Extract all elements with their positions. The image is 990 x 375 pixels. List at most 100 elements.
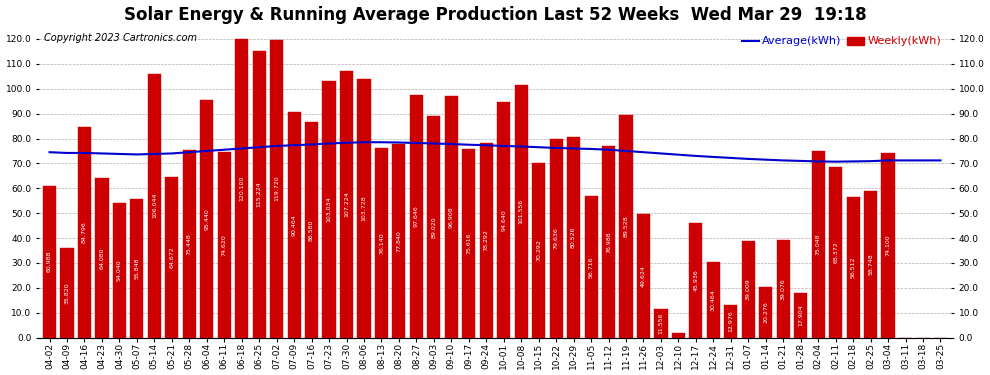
- Text: 106.044: 106.044: [151, 193, 156, 218]
- Text: 75.048: 75.048: [816, 233, 821, 255]
- Bar: [567, 137, 580, 338]
- Text: 75.616: 75.616: [466, 233, 471, 254]
- Text: 89.528: 89.528: [624, 215, 629, 237]
- Text: 95.440: 95.440: [204, 208, 209, 230]
- Legend: Average(kWh), Weekly(kWh): Average(kWh), Weekly(kWh): [738, 32, 945, 51]
- Bar: [323, 81, 336, 338]
- Text: 80.526: 80.526: [571, 226, 576, 248]
- Text: 101.556: 101.556: [519, 199, 524, 224]
- Bar: [357, 80, 370, 338]
- Bar: [200, 100, 213, 338]
- Text: 56.716: 56.716: [589, 256, 594, 278]
- Text: 20.276: 20.276: [763, 302, 768, 323]
- Bar: [689, 223, 703, 338]
- Text: 78.292: 78.292: [484, 229, 489, 251]
- Bar: [777, 240, 790, 338]
- Bar: [480, 143, 493, 338]
- Text: 17.904: 17.904: [798, 304, 803, 326]
- Text: 58.748: 58.748: [868, 254, 873, 275]
- Bar: [620, 115, 633, 338]
- Text: 68.372: 68.372: [834, 242, 839, 263]
- Text: 64.080: 64.080: [99, 247, 105, 268]
- Bar: [532, 163, 545, 338]
- Text: 30.464: 30.464: [711, 289, 716, 310]
- Bar: [78, 127, 91, 338]
- Bar: [725, 305, 738, 338]
- Bar: [829, 168, 842, 338]
- Text: 76.140: 76.140: [379, 232, 384, 254]
- Text: Copyright 2023 Cartronics.com: Copyright 2023 Cartronics.com: [44, 33, 197, 43]
- Bar: [165, 177, 178, 338]
- Text: 120.100: 120.100: [240, 176, 245, 201]
- Title: Solar Energy & Running Average Production Last 52 Weeks  Wed Mar 29  19:18: Solar Energy & Running Average Productio…: [124, 6, 866, 24]
- Bar: [672, 333, 685, 338]
- Bar: [410, 94, 423, 338]
- Text: 89.020: 89.020: [432, 216, 437, 238]
- Text: 103.728: 103.728: [361, 196, 366, 221]
- Text: 115.224: 115.224: [256, 182, 261, 207]
- Bar: [252, 51, 265, 338]
- Bar: [218, 152, 231, 338]
- Bar: [462, 149, 475, 338]
- Text: 70.292: 70.292: [537, 239, 542, 261]
- Bar: [812, 151, 825, 338]
- Text: 64.672: 64.672: [169, 246, 174, 268]
- Text: 97.646: 97.646: [414, 205, 419, 227]
- Bar: [602, 146, 615, 338]
- Text: 84.796: 84.796: [82, 221, 87, 243]
- Text: 49.624: 49.624: [641, 265, 646, 287]
- Bar: [43, 186, 56, 338]
- Text: 86.580: 86.580: [309, 219, 314, 241]
- Bar: [497, 102, 510, 338]
- Text: 55.848: 55.848: [135, 257, 140, 279]
- Bar: [113, 203, 126, 338]
- Text: 119.720: 119.720: [274, 176, 279, 201]
- Bar: [375, 148, 388, 338]
- Bar: [654, 309, 667, 338]
- Text: 11.556: 11.556: [658, 313, 663, 334]
- Bar: [549, 140, 562, 338]
- Bar: [60, 249, 73, 338]
- Text: 74.100: 74.100: [885, 235, 891, 256]
- Bar: [131, 199, 144, 338]
- Bar: [881, 153, 895, 338]
- Text: 77.840: 77.840: [396, 230, 401, 252]
- Bar: [287, 112, 301, 338]
- Bar: [846, 197, 859, 338]
- Text: 107.224: 107.224: [344, 191, 349, 217]
- Text: 90.464: 90.464: [292, 214, 297, 236]
- Text: 79.636: 79.636: [553, 228, 558, 249]
- Bar: [95, 178, 109, 338]
- Bar: [637, 214, 650, 338]
- Bar: [148, 74, 161, 338]
- Bar: [270, 40, 283, 338]
- Text: 45.936: 45.936: [693, 270, 698, 291]
- Bar: [707, 262, 720, 338]
- Bar: [864, 191, 877, 338]
- Bar: [236, 39, 248, 338]
- Text: 94.640: 94.640: [501, 209, 506, 231]
- Text: 74.620: 74.620: [222, 234, 227, 256]
- Text: 39.009: 39.009: [745, 278, 750, 300]
- Text: 54.040: 54.040: [117, 260, 122, 281]
- Text: 35.820: 35.820: [64, 282, 69, 304]
- Text: 75.448: 75.448: [187, 233, 192, 255]
- Bar: [340, 71, 353, 338]
- Bar: [515, 85, 528, 338]
- Text: 60.988: 60.988: [48, 251, 52, 273]
- Text: 56.512: 56.512: [850, 256, 855, 278]
- Bar: [742, 240, 754, 338]
- Bar: [794, 293, 807, 338]
- Text: 96.908: 96.908: [448, 206, 453, 228]
- Bar: [428, 116, 441, 338]
- Text: 39.076: 39.076: [781, 278, 786, 300]
- Bar: [305, 122, 318, 338]
- Bar: [759, 287, 772, 338]
- Bar: [584, 196, 598, 338]
- Text: 12.976: 12.976: [729, 310, 734, 332]
- Text: 76.988: 76.988: [606, 231, 611, 253]
- Bar: [445, 96, 458, 338]
- Bar: [392, 144, 406, 338]
- Text: 103.034: 103.034: [327, 196, 332, 222]
- Bar: [183, 150, 196, 338]
